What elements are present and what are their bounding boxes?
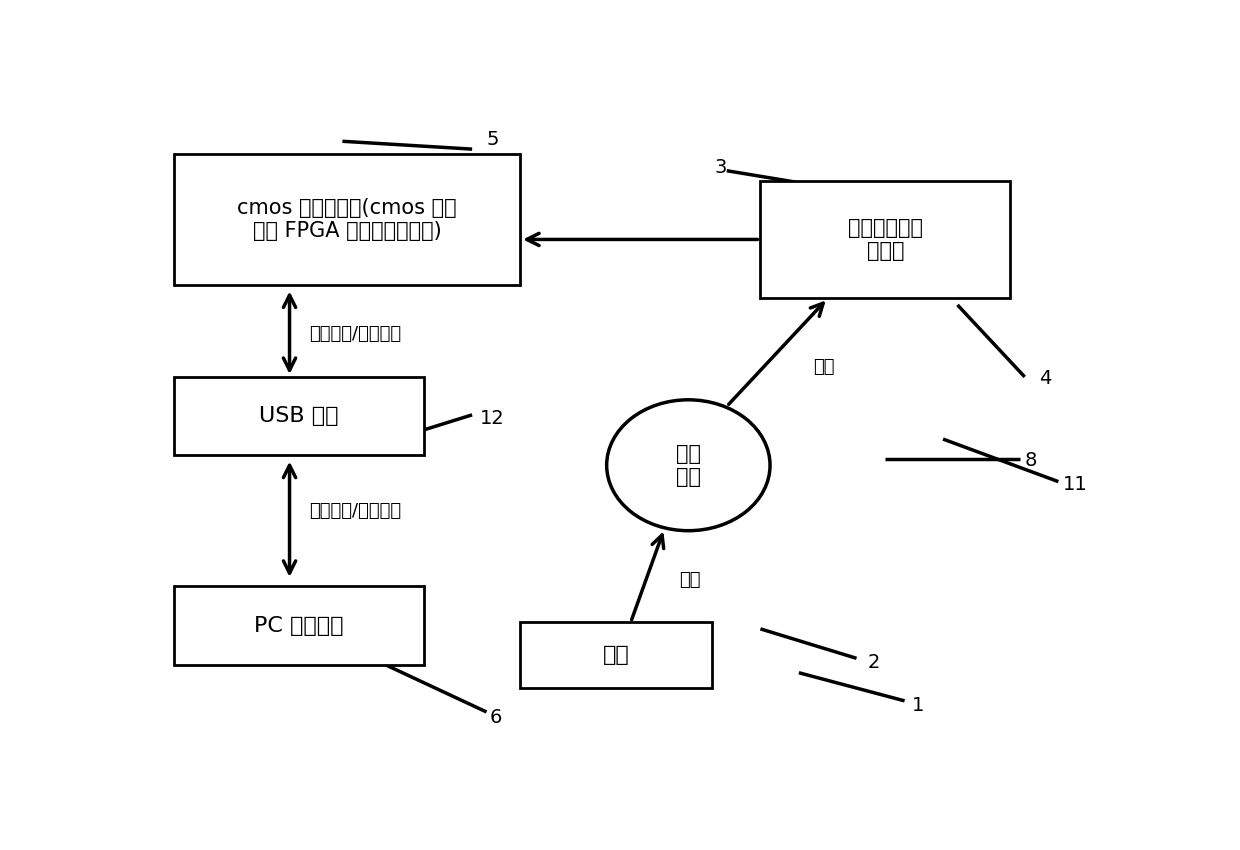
Text: 8: 8 <box>1024 451 1037 470</box>
Text: 11: 11 <box>1063 475 1087 495</box>
FancyBboxPatch shape <box>174 155 521 286</box>
Text: 数据传输/指令下发: 数据传输/指令下发 <box>309 502 401 520</box>
Text: 12: 12 <box>480 409 505 428</box>
Text: 光纤: 光纤 <box>813 358 835 376</box>
FancyBboxPatch shape <box>174 586 424 665</box>
Text: 2: 2 <box>868 654 880 672</box>
Text: 光源: 光源 <box>603 645 630 665</box>
Text: USB 通信: USB 通信 <box>259 406 339 426</box>
FancyBboxPatch shape <box>174 377 424 456</box>
Text: 被测
样品: 被测 样品 <box>676 444 701 487</box>
Text: 光纤: 光纤 <box>678 571 701 589</box>
Text: 1: 1 <box>913 696 925 715</box>
FancyBboxPatch shape <box>760 180 1011 298</box>
Text: 3: 3 <box>714 158 727 177</box>
Text: 数据传输/指令下发: 数据传输/指令下发 <box>309 326 401 343</box>
Text: PC 便携设备: PC 便携设备 <box>254 615 343 636</box>
Text: 6: 6 <box>490 708 502 727</box>
Text: 闪耀光栅加凹
面透镜: 闪耀光栅加凹 面透镜 <box>848 218 923 261</box>
Text: cmos 传感器模块(cmos 传感
器和 FPGA 驱动与数据采集): cmos 传感器模块(cmos 传感 器和 FPGA 驱动与数据采集) <box>237 198 458 241</box>
Text: 5: 5 <box>486 130 498 149</box>
FancyBboxPatch shape <box>521 622 713 688</box>
Text: 4: 4 <box>1039 370 1052 388</box>
